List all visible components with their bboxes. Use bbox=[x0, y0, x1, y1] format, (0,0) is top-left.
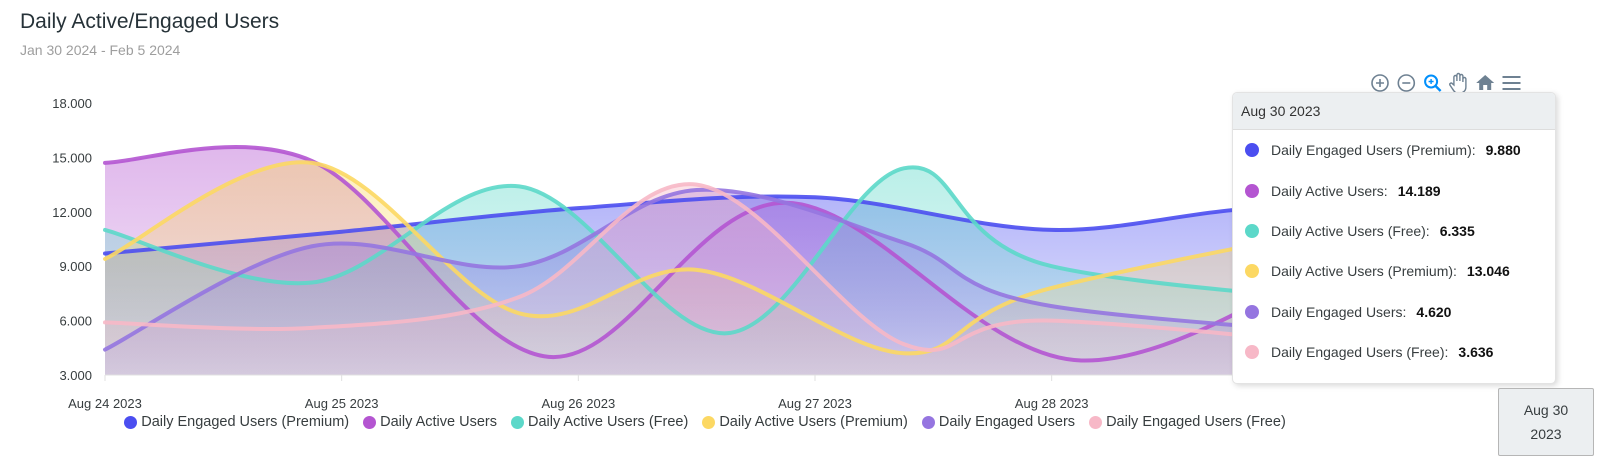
tooltip-title: Aug 30 2023 bbox=[1233, 93, 1555, 130]
zoom-out-icon[interactable] bbox=[1395, 72, 1417, 94]
series-line[interactable] bbox=[103, 187, 1527, 352]
tooltip-row: Daily Engaged Users: 4.620 bbox=[1233, 292, 1555, 332]
tooltip-marker bbox=[1245, 304, 1259, 319]
tooltip-rows: Daily Engaged Users (Premium): 9.880 Daily… bbox=[1233, 130, 1555, 372]
tooltip: Aug 30 2023 Daily Engaged Users (Premium… bbox=[1232, 92, 1556, 384]
tooltip-value: 14.189 bbox=[1397, 182, 1441, 199]
chart-title: Daily Active/Engaged Users bbox=[20, 10, 280, 33]
y-axis: 18.000 15.000 12.000 9.000 6.000 3.000 bbox=[52, 96, 92, 383]
y-tick-label: 6.000 bbox=[59, 314, 92, 329]
legend-item[interactable]: Daily Engaged Users bbox=[921, 414, 1076, 430]
tooltip-label: Daily Active Users (Free): bbox=[1271, 222, 1430, 239]
tooltip-value: 9.880 bbox=[1485, 142, 1521, 159]
legend-marker bbox=[510, 415, 524, 429]
zoom-in-icon[interactable] bbox=[1369, 72, 1391, 94]
y-tick-label: 3.000 bbox=[59, 368, 92, 383]
legend-marker bbox=[921, 415, 935, 429]
legend-marker bbox=[124, 415, 138, 429]
series-line[interactable] bbox=[103, 182, 1527, 366]
tooltip-value: 4.620 bbox=[1416, 303, 1452, 320]
series-area bbox=[105, 184, 1525, 375]
x-tick-label: Aug 27 2023 bbox=[778, 396, 852, 411]
legend-label: Daily Active Users (Free) bbox=[527, 414, 689, 430]
series-line[interactable] bbox=[103, 160, 1527, 356]
legend-label: Daily Engaged Users (Premium) bbox=[141, 414, 350, 430]
x-crosshair-label: Aug 30 2023 bbox=[1498, 388, 1594, 456]
tooltip-row: Daily Engaged Users (Free): 3.636 bbox=[1233, 332, 1555, 372]
tooltip-marker bbox=[1245, 223, 1259, 238]
tooltip-label: Daily Active Users: bbox=[1271, 182, 1388, 199]
tooltip-marker bbox=[1245, 143, 1259, 158]
legend-label: Daily Engaged Users bbox=[938, 414, 1076, 430]
legend-item[interactable]: Daily Active Users (Premium) bbox=[702, 414, 908, 430]
selection-zoom-icon[interactable] bbox=[1422, 72, 1444, 94]
y-tick-label: 15.000 bbox=[52, 150, 92, 165]
tooltip-row: Daily Engaged Users (Premium): 9.880 bbox=[1233, 130, 1555, 170]
tooltip-marker bbox=[1245, 345, 1259, 360]
pan-icon[interactable] bbox=[1448, 72, 1470, 94]
x-tick-label: Aug 25 2023 bbox=[305, 396, 379, 411]
x-tick-label: Aug 24 2023 bbox=[68, 396, 142, 411]
legend-item[interactable]: Daily Active Users (Free) bbox=[510, 414, 689, 430]
tooltip-marker bbox=[1245, 264, 1259, 279]
legend-marker bbox=[363, 415, 377, 429]
legend-item[interactable]: Daily Engaged Users (Free) bbox=[1089, 414, 1286, 430]
chart-subtitle: Jan 30 2024 - Feb 5 2024 bbox=[20, 42, 181, 58]
reset-home-icon[interactable] bbox=[1474, 72, 1496, 94]
chart-toolbar bbox=[1369, 72, 1523, 94]
legend-marker bbox=[702, 415, 716, 429]
menu-icon[interactable] bbox=[1501, 72, 1523, 94]
tooltip-label: Daily Engaged Users (Premium): bbox=[1271, 142, 1476, 159]
legend-item[interactable]: Daily Engaged Users (Premium) bbox=[124, 414, 349, 430]
tooltip-value: 3.636 bbox=[1458, 344, 1494, 361]
x-tick-label: Aug 28 2023 bbox=[1015, 396, 1089, 411]
tooltip-label: Daily Engaged Users: bbox=[1271, 303, 1407, 320]
tooltip-row: Daily Active Users: 14.189 bbox=[1233, 170, 1555, 210]
y-tick-label: 9.000 bbox=[59, 259, 92, 274]
legend-marker bbox=[1089, 415, 1103, 429]
legend-label: Daily Engaged Users (Free) bbox=[1106, 414, 1286, 430]
legend-item[interactable]: Daily Active Users bbox=[363, 414, 497, 430]
x-tick-label: Aug 26 2023 bbox=[541, 396, 615, 411]
series-line[interactable] bbox=[103, 165, 1527, 336]
tooltip-value: 13.046 bbox=[1466, 263, 1510, 280]
tooltip-row: Daily Active Users (Free): 6.335 bbox=[1233, 211, 1555, 251]
legend: Daily Engaged Users (Premium) Daily Activ… bbox=[0, 414, 1410, 430]
tooltip-value: 6.335 bbox=[1439, 222, 1475, 239]
y-tick-label: 18.000 bbox=[52, 96, 92, 111]
tooltip-label: Daily Engaged Users (Free): bbox=[1271, 344, 1449, 361]
legend-label: Daily Active Users bbox=[380, 414, 497, 430]
y-tick-label: 12.000 bbox=[52, 205, 92, 220]
tooltip-label: Daily Active Users (Premium): bbox=[1271, 263, 1457, 280]
legend-label: Daily Active Users (Premium) bbox=[719, 414, 908, 430]
tooltip-marker bbox=[1245, 183, 1259, 198]
tooltip-row: Daily Active Users (Premium): 13.046 bbox=[1233, 251, 1555, 291]
